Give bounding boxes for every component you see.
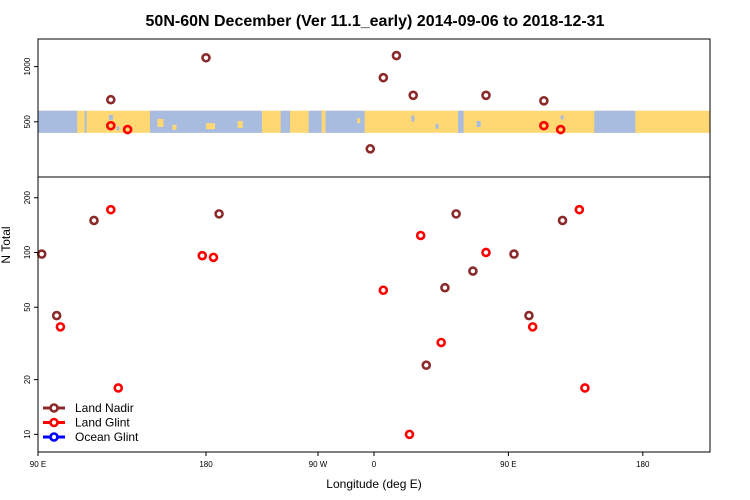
top-point	[391, 50, 402, 61]
map-ocean	[458, 110, 464, 133]
chart-title: 50N-60N December (Ver 11.1_early) 2014-0…	[146, 13, 605, 30]
x-tick-label: 90 E	[30, 460, 46, 469]
map-ocean	[38, 110, 78, 133]
top-point	[539, 96, 549, 106]
bottom-panel-frame	[37, 176, 711, 453]
map-coast	[377, 112, 382, 121]
top-point	[378, 72, 389, 83]
map-band	[38, 109, 710, 133]
top-point	[201, 52, 211, 63]
map-coast	[372, 124, 376, 130]
bottom-point	[524, 310, 534, 321]
top-data-points	[106, 50, 566, 154]
legend-label: Ocean Glint	[75, 430, 139, 444]
map-coast	[108, 114, 113, 120]
bottom-point	[113, 383, 124, 393]
map-ocean	[84, 110, 87, 133]
legend-marker	[49, 417, 59, 428]
bottom-point	[557, 215, 568, 226]
bottom-point	[89, 215, 99, 226]
y-axis-label: N Total	[0, 226, 13, 263]
map-coast	[157, 118, 164, 127]
bottom-y-tick-label: 20	[23, 375, 32, 384]
legend-marker	[49, 403, 59, 413]
top-point	[122, 124, 133, 135]
map-ocean	[594, 110, 636, 133]
bottom-point	[580, 383, 590, 393]
bottom-point	[404, 429, 415, 440]
bottom-point	[468, 266, 478, 276]
bottom-point	[214, 209, 224, 219]
map-coast	[237, 120, 243, 128]
top-point	[408, 90, 419, 101]
x-tick-label: 90 W	[309, 460, 328, 469]
map-ocean	[280, 110, 290, 133]
top-point	[106, 94, 116, 105]
top-y-tick-label: 500	[23, 115, 32, 129]
bottom-point	[527, 322, 538, 332]
map-coast	[476, 121, 481, 128]
bottom-point	[415, 230, 426, 241]
bottom-point	[51, 310, 62, 321]
map-coast	[116, 126, 120, 131]
top-point	[539, 120, 549, 131]
legend-label: Land Glint	[75, 416, 130, 430]
x-axis: 90 E 180 90 W 0 90 E 180	[30, 452, 650, 469]
bottom-y-axis: 10 20 50 100 200	[23, 191, 38, 439]
bottom-point	[197, 250, 208, 261]
top-panel: 500 1000	[23, 38, 711, 178]
map-ocean	[308, 110, 322, 133]
top-point	[365, 144, 376, 154]
map-coast	[172, 124, 177, 130]
bottom-point	[436, 337, 447, 348]
bottom-point	[378, 285, 389, 296]
x-tick-label: 90 E	[500, 460, 516, 469]
bottom-y-tick-label: 10	[23, 429, 32, 438]
bottom-y-tick-label: 50	[23, 302, 32, 311]
bottom-y-tick-label: 200	[23, 191, 32, 205]
x-tick-label: 0	[372, 460, 377, 469]
x-tick-label: 180	[636, 460, 650, 469]
top-y-axis: 500 1000	[23, 57, 38, 128]
top-point	[481, 90, 491, 101]
bottom-point	[421, 360, 432, 371]
map-coast	[560, 115, 564, 120]
map-coast	[321, 109, 324, 116]
bottom-y-tick-label: 100	[23, 245, 32, 259]
bottom-point	[481, 247, 491, 258]
bottom-data-points	[36, 204, 590, 440]
bottom-point	[574, 204, 585, 215]
top-point	[555, 124, 566, 135]
bottom-point	[440, 282, 450, 293]
top-point	[106, 120, 116, 131]
bottom-point	[36, 249, 47, 259]
map-coast	[411, 115, 415, 122]
map-coast	[435, 123, 439, 129]
top-panel-background	[38, 39, 710, 177]
x-axis-label: Longitude (deg E)	[326, 477, 421, 491]
bottom-point	[55, 322, 66, 332]
map-ocean	[325, 110, 365, 133]
legend-marker	[49, 432, 59, 442]
top-y-tick-label: 1000	[23, 57, 32, 75]
bottom-point	[509, 249, 519, 259]
bottom-point	[451, 209, 461, 219]
map-coast	[357, 118, 361, 124]
legend-label: Land Nadir	[75, 401, 134, 415]
map-coast	[206, 123, 215, 130]
bottom-panel: 10 20 50 100 200 90 E 180 90 W 0 90 E 180	[23, 176, 711, 469]
map-ocean	[150, 110, 262, 133]
x-tick-label: 180	[199, 460, 213, 469]
bottom-point	[106, 204, 116, 215]
bottom-point	[208, 252, 219, 263]
